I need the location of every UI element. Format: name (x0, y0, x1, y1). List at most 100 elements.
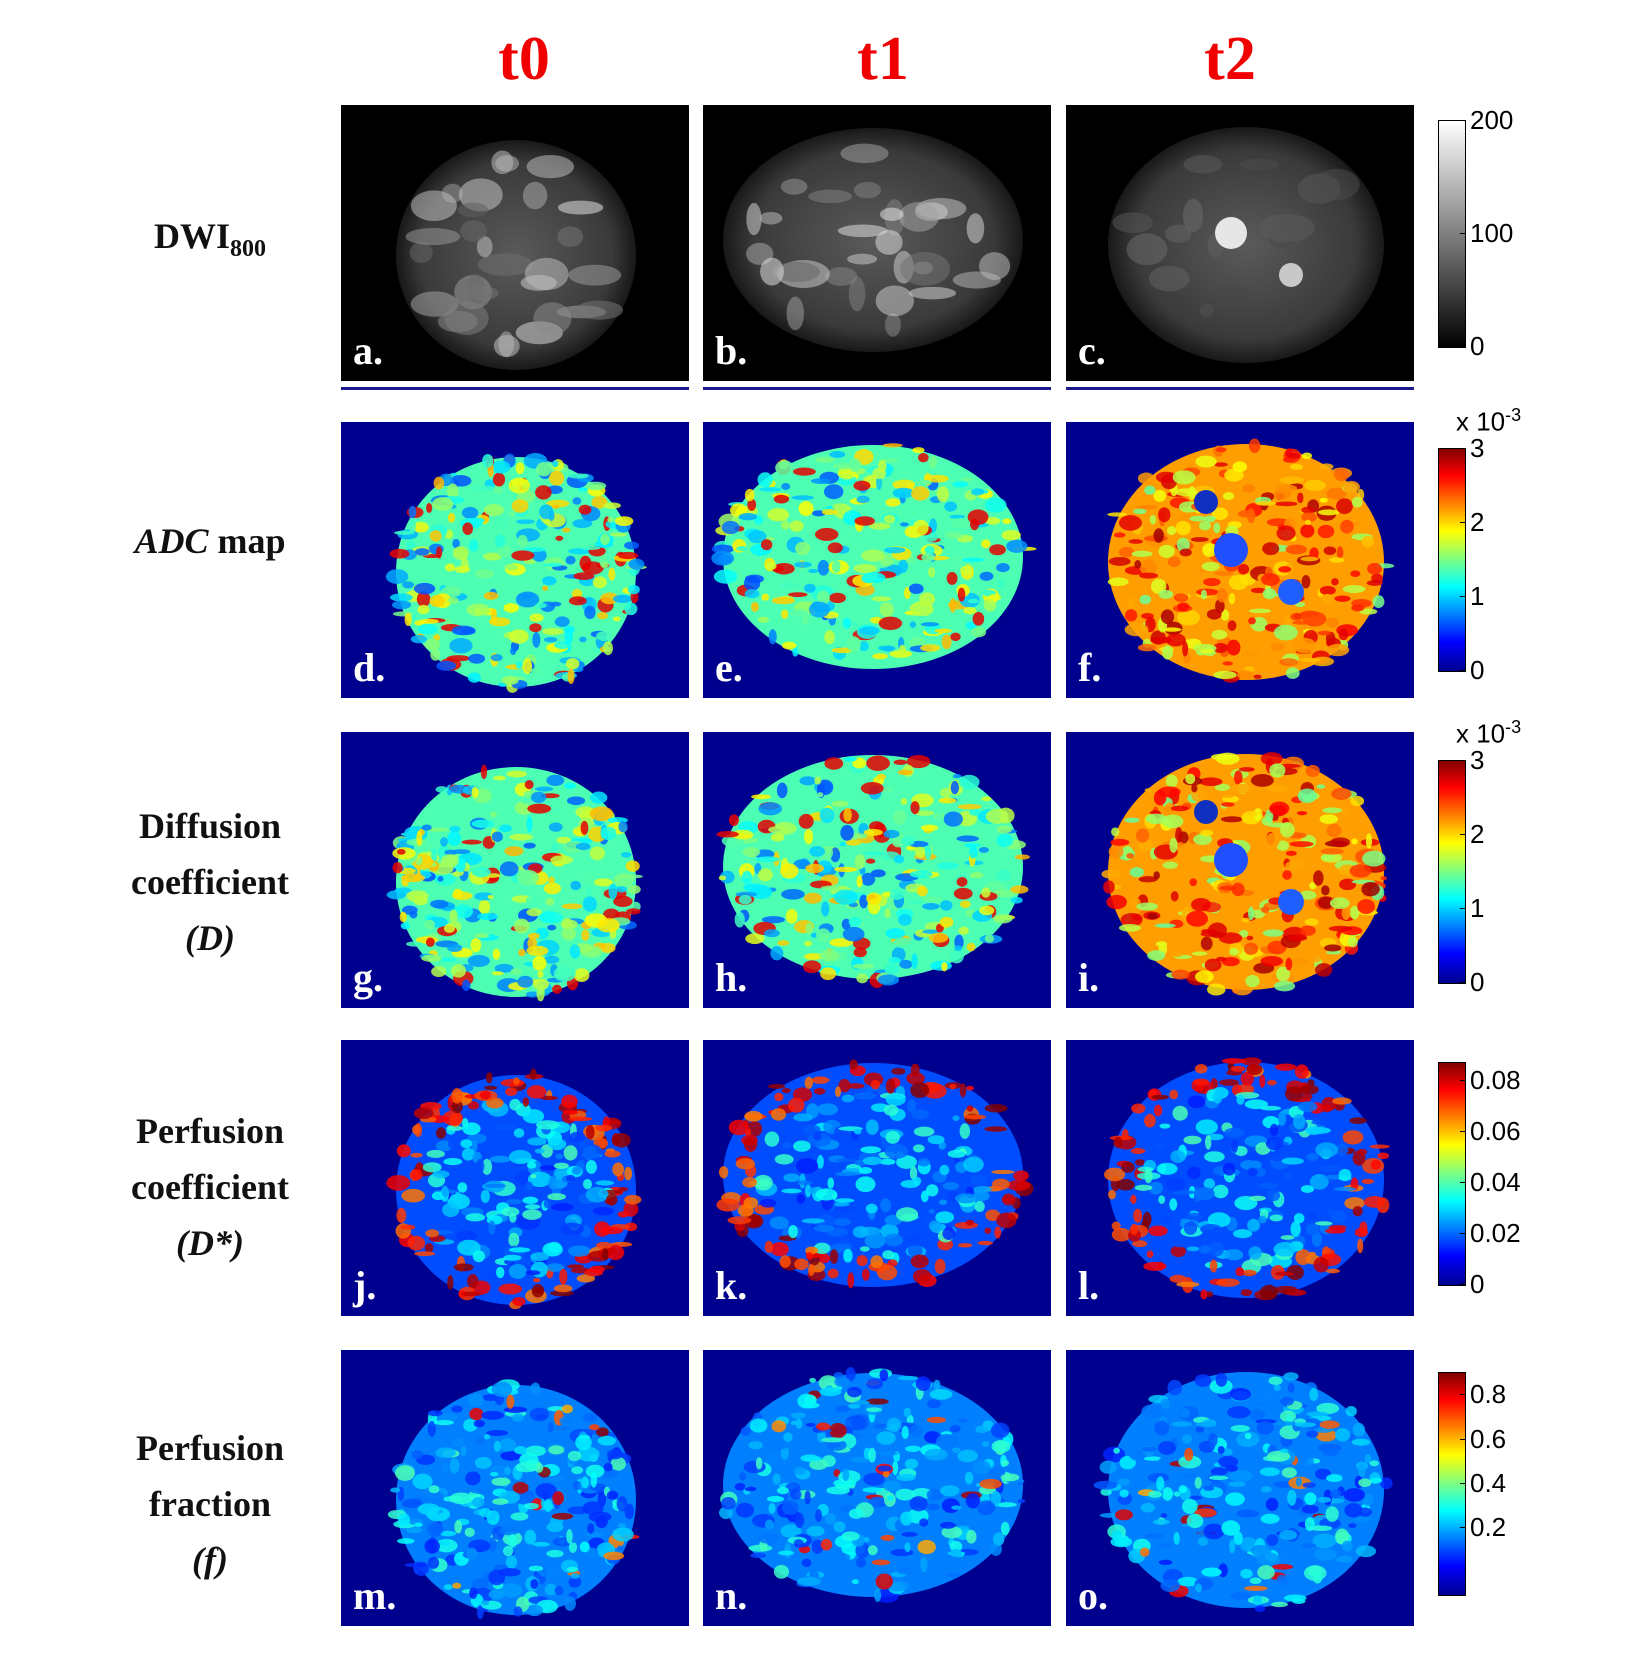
row-label-diffusion-line3: (D) (185, 918, 235, 958)
panel-letter: i. (1078, 955, 1100, 1000)
row-label-perfusion-fraction-line3: (f) (192, 1540, 228, 1580)
multiplier-base: x 10 (1456, 718, 1506, 749)
panel-i: i. (1066, 732, 1414, 1008)
row-label-diffusion: Diffusion coefficient (D) (80, 798, 340, 966)
panel-letter: d. (353, 645, 386, 690)
column-heading-t2: t2 (1204, 25, 1256, 93)
row-label-diffusion-line1: Diffusion (138, 806, 282, 846)
colorbar-2 (1438, 448, 1466, 672)
colorbar-tick-mark (1460, 1130, 1465, 1132)
colorbar-tick-label: 0 (1470, 1269, 1485, 1299)
colorbar-tick-mark (1460, 908, 1465, 909)
colorbar-tick-mark (1460, 346, 1465, 347)
map-image (1066, 105, 1414, 381)
colorbar-tick-mark (1460, 1181, 1465, 1183)
colorbar-4 (1438, 1062, 1466, 1286)
panel-letter: j. (353, 1263, 377, 1308)
colorbar-tick-label: 0 (1470, 655, 1485, 685)
panel-letter: b. (715, 328, 748, 373)
map-image (1066, 1040, 1414, 1316)
multiplier-exponent: -3 (1505, 717, 1522, 737)
panel-letter: a. (353, 328, 383, 373)
map-image (1066, 732, 1414, 1008)
colorbar-tick-label: 3 (1470, 745, 1485, 775)
colorbar-tick-mark (1460, 1527, 1465, 1529)
colorbar-multiplier: x 10-3 (1456, 406, 1521, 435)
map-image (341, 422, 689, 698)
colorbar-tick-label: 200 (1470, 105, 1514, 135)
row-label-perfusion-coef: Perfusion coefficient (D*) (80, 1103, 340, 1271)
colorbar-tick-mark (1460, 834, 1465, 835)
map-image (703, 105, 1051, 381)
colorbar-tick-mark (1460, 1232, 1465, 1234)
colorbar-tick-mark (1460, 1438, 1465, 1440)
multiplier-exponent: -3 (1505, 405, 1522, 425)
colorbar-tick-mark (1460, 982, 1465, 983)
colorbar-tick-label: 1 (1470, 581, 1485, 611)
colorbar-tick-label: 0.6 (1470, 1423, 1507, 1454)
separator-line (341, 387, 689, 390)
panel-letter: f. (1078, 645, 1102, 690)
row-label-dwi-main: DWI (153, 216, 230, 256)
panel-letter: g. (353, 955, 383, 1000)
colorbar-tick-label: 0.06 (1470, 1115, 1521, 1146)
panel-letter: m. (353, 1573, 397, 1618)
panel-letter: e. (715, 645, 743, 690)
map-image (703, 1040, 1051, 1316)
colorbar-tick-label: 0.04 (1470, 1166, 1521, 1197)
map-image (341, 1040, 689, 1316)
colorbar-tick-label: 100 (1470, 218, 1514, 248)
separator-line (1066, 387, 1414, 390)
panel-b: b. (703, 105, 1051, 381)
panel-l: l. (1066, 1040, 1414, 1316)
colorbar-tick-label: 0.2 (1470, 1512, 1507, 1543)
colorbar-3 (1438, 760, 1466, 984)
panel-letter: c. (1078, 328, 1106, 373)
map-image (1066, 1350, 1414, 1626)
row-label-adc-main: ADC (134, 521, 209, 561)
colorbar-tick-mark (1460, 1483, 1465, 1484)
panel-letter: h. (715, 955, 748, 1000)
panel-letter: l. (1078, 1263, 1100, 1308)
panel-e: e. (703, 422, 1051, 698)
panel-n: n. (703, 1350, 1051, 1626)
column-heading-t1: t1 (857, 25, 909, 93)
row-label-perfusion-coef-line1: Perfusion (136, 1111, 284, 1151)
row-label-perfusion-fraction-line2: fraction (149, 1484, 271, 1524)
colorbar-5 (1438, 1372, 1466, 1596)
map-image (1066, 422, 1414, 698)
colorbar-tick-label: 2 (1470, 507, 1485, 537)
row-label-perfusion-coef-line3: (D*) (176, 1223, 244, 1263)
panel-m: m. (341, 1350, 689, 1626)
colorbar-tick-mark (1460, 1079, 1465, 1081)
panel-j: j. (341, 1040, 689, 1316)
map-image (341, 732, 689, 1008)
colorbar-tick-mark (1460, 1394, 1465, 1396)
panel-k: k. (703, 1040, 1051, 1316)
colorbar-tick-label: 0.08 (1470, 1064, 1521, 1095)
colorbar-tick-mark (1460, 522, 1465, 523)
colorbar-tick-mark (1460, 670, 1465, 671)
colorbar-tick-label: 0.02 (1470, 1217, 1521, 1248)
colorbar-tick-label: 0 (1470, 967, 1485, 997)
row-label-adc: ADC map (80, 513, 340, 569)
separator-line (703, 387, 1051, 390)
column-heading-t0: t0 (498, 25, 550, 93)
panel-o: o. (1066, 1350, 1414, 1626)
colorbar-multiplier: x 10-3 (1456, 718, 1521, 747)
map-image (703, 422, 1051, 698)
colorbar-tick-label: 0.4 (1470, 1468, 1507, 1498)
panel-f: f. (1066, 422, 1414, 698)
colorbar-1 (1438, 120, 1466, 348)
panel-letter: o. (1078, 1573, 1108, 1618)
row-label-perfusion-fraction: Perfusion fraction (f) (80, 1420, 340, 1588)
colorbar-tick-label: 2 (1470, 819, 1485, 849)
row-label-diffusion-line2: coefficient (131, 862, 289, 902)
panel-letter: k. (715, 1263, 748, 1308)
panel-h: h. (703, 732, 1051, 1008)
map-image (341, 105, 689, 381)
colorbar-tick-mark (1460, 760, 1465, 761)
colorbar-tick-mark (1460, 448, 1465, 449)
colorbar-tick-label: 3 (1470, 433, 1485, 463)
colorbar-tick-mark (1460, 233, 1465, 234)
